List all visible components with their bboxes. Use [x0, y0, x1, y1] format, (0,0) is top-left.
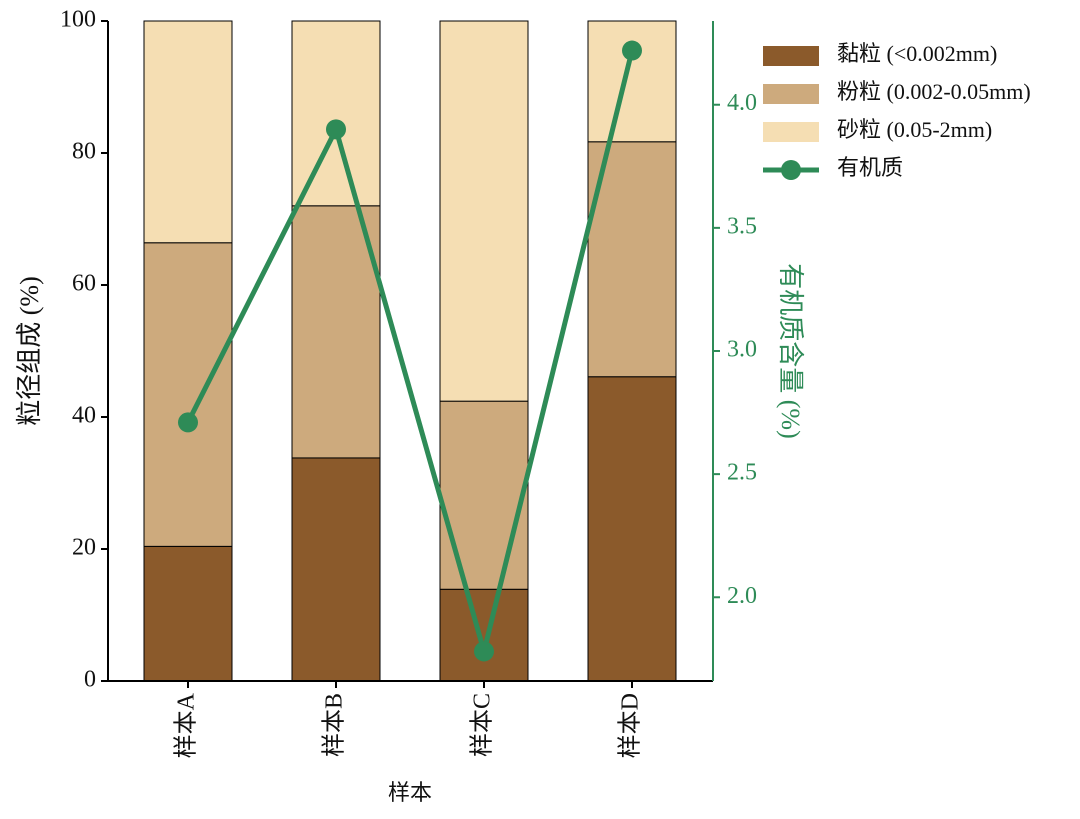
bar-segment [291, 20, 381, 207]
legend-swatch [763, 84, 819, 104]
bar-segment [587, 20, 677, 143]
x-tick-label: 样本C [469, 693, 496, 757]
point [178, 412, 198, 433]
bar-segment [439, 400, 529, 590]
line [185, 49, 635, 662]
bar-segment [143, 20, 233, 244]
y2-tick-label: 3.0 [727, 337, 757, 363]
bar-segment [291, 205, 381, 459]
bar-segment [143, 545, 233, 682]
y2-tick-label: 3.5 [727, 213, 757, 239]
legend-label: 有机质 [837, 155, 903, 180]
y-axis-label: 粒径组成 (%) [15, 276, 44, 425]
x-tick-label: 样本B [321, 693, 348, 757]
bar-segment [587, 376, 677, 682]
bar-segment [587, 141, 677, 378]
legend-marker [781, 160, 801, 180]
x-axis-label: 样本 [388, 780, 432, 805]
legend-label: 砂粒 (0.05-2mm) [837, 117, 992, 142]
y2-axis-label: 有机质含量 (%) [776, 263, 805, 438]
bar-segment [143, 242, 233, 547]
legend-swatch [763, 122, 819, 142]
y-tick-label: 40 [72, 403, 96, 429]
legend-swatch [763, 46, 819, 66]
y-tick-label: 80 [72, 139, 96, 165]
x-tick-label: 样本D [617, 693, 644, 758]
y2-tick-label: 4.0 [727, 90, 757, 116]
legend-label: 粉粒 (0.002-0.05mm) [837, 79, 1031, 104]
y2-tick-label: 2.0 [727, 583, 757, 609]
point [622, 40, 642, 61]
point [326, 119, 346, 140]
x-tick-label: 样本A [173, 692, 200, 758]
bar-segment [439, 588, 529, 682]
bar-segment [291, 457, 381, 682]
point [474, 641, 494, 662]
legend-label: 黏粒 (<0.002mm) [837, 41, 997, 66]
y-tick-label: 60 [72, 271, 96, 297]
y-tick-label: 0 [84, 667, 96, 693]
y-tick-label: 20 [72, 535, 96, 561]
y-tick-label: 100 [60, 7, 96, 33]
y2-tick-label: 2.5 [727, 460, 757, 486]
bar-segment [439, 20, 529, 402]
